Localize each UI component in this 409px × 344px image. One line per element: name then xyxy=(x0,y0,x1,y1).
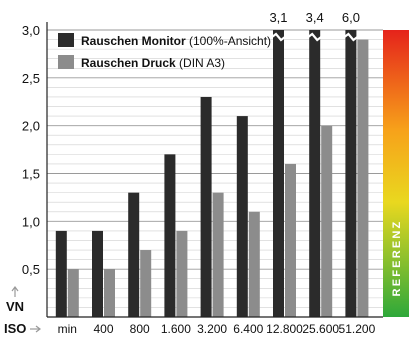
y-axis-arrowhead-icon xyxy=(11,286,19,292)
x-tick-label: 12.800 xyxy=(266,322,303,336)
bar-monitor xyxy=(200,96,212,317)
bar-druck xyxy=(285,163,296,317)
legend-series-suffix: (100%-Ansicht) xyxy=(186,34,271,48)
x-tick-label: 800 xyxy=(130,322,150,336)
reference-gradient-bar xyxy=(383,30,409,317)
bar-monitor xyxy=(345,30,357,317)
y-axis-title: VN xyxy=(6,299,24,314)
x-tick-label: 3.200 xyxy=(197,322,227,336)
overflow-break-mark xyxy=(343,32,359,42)
y-tick-label: 2,0 xyxy=(22,119,40,134)
legend-series-name: Rauschen Monitor xyxy=(81,34,186,48)
bar-monitor xyxy=(236,116,248,317)
overflow-value-label: 6,0 xyxy=(342,10,360,25)
overflow-value-label: 3,4 xyxy=(306,10,324,25)
x-tick-label: 51.200 xyxy=(339,322,376,336)
legend: Rauschen Monitor (100%-Ansicht)Rauschen … xyxy=(58,33,271,70)
bar-monitor xyxy=(309,30,321,317)
bar-monitor xyxy=(128,192,140,317)
x-tick-label: 6.400 xyxy=(233,322,263,336)
bar-druck xyxy=(248,211,260,317)
axes: 0,5 1,0 1,5 2,0 2,5 3,0 min 400 800 1.600 3.200 6.4… xyxy=(4,22,383,336)
x-tick-label: 400 xyxy=(93,322,113,336)
bar-monitor xyxy=(92,230,103,317)
bar-monitor xyxy=(273,30,284,317)
bar-monitor xyxy=(164,154,176,317)
reference-bar: REFERENZ xyxy=(383,30,409,317)
legend-text: Rauschen Monitor (100%-Ansicht) xyxy=(81,34,271,48)
legend-swatch xyxy=(58,55,74,69)
y-tick-label: 3,0 xyxy=(22,23,40,38)
overflow-break-mark xyxy=(307,32,322,42)
bar-druck xyxy=(67,269,79,317)
overflow-break-mark xyxy=(271,32,286,42)
bar-druck xyxy=(140,250,152,317)
bar-druck xyxy=(104,269,115,317)
bar-druck xyxy=(321,125,333,318)
bar-druck xyxy=(212,192,224,317)
bar-druck xyxy=(357,39,369,318)
x-axis-arrowhead-icon xyxy=(35,325,41,333)
y-tick-label: 0,5 xyxy=(22,262,40,277)
x-tick-label: 25.600 xyxy=(302,322,339,336)
overflow-value-label: 3,1 xyxy=(269,10,287,25)
legend-text: Rauschen Druck (DIN A3) xyxy=(81,56,225,70)
legend-series-name: Rauschen Druck xyxy=(81,56,176,70)
labels: 3,1 3,4 6,0 xyxy=(269,10,359,25)
legend-swatch xyxy=(58,33,74,47)
y-tick-label: 1,0 xyxy=(22,214,40,229)
x-tick-label: 1.600 xyxy=(161,322,191,336)
bar-monitor xyxy=(55,230,67,317)
y-tick-label: 2,5 xyxy=(22,71,40,86)
y-tick-label: 1,5 xyxy=(22,167,40,182)
bar-group xyxy=(55,30,369,318)
reference-label: REFERENZ xyxy=(391,220,403,297)
bar-druck xyxy=(176,230,188,317)
x-axis-title: ISO xyxy=(4,321,26,336)
legend-series-suffix: (DIN A3) xyxy=(176,56,225,70)
x-tick-label: min xyxy=(58,322,77,336)
